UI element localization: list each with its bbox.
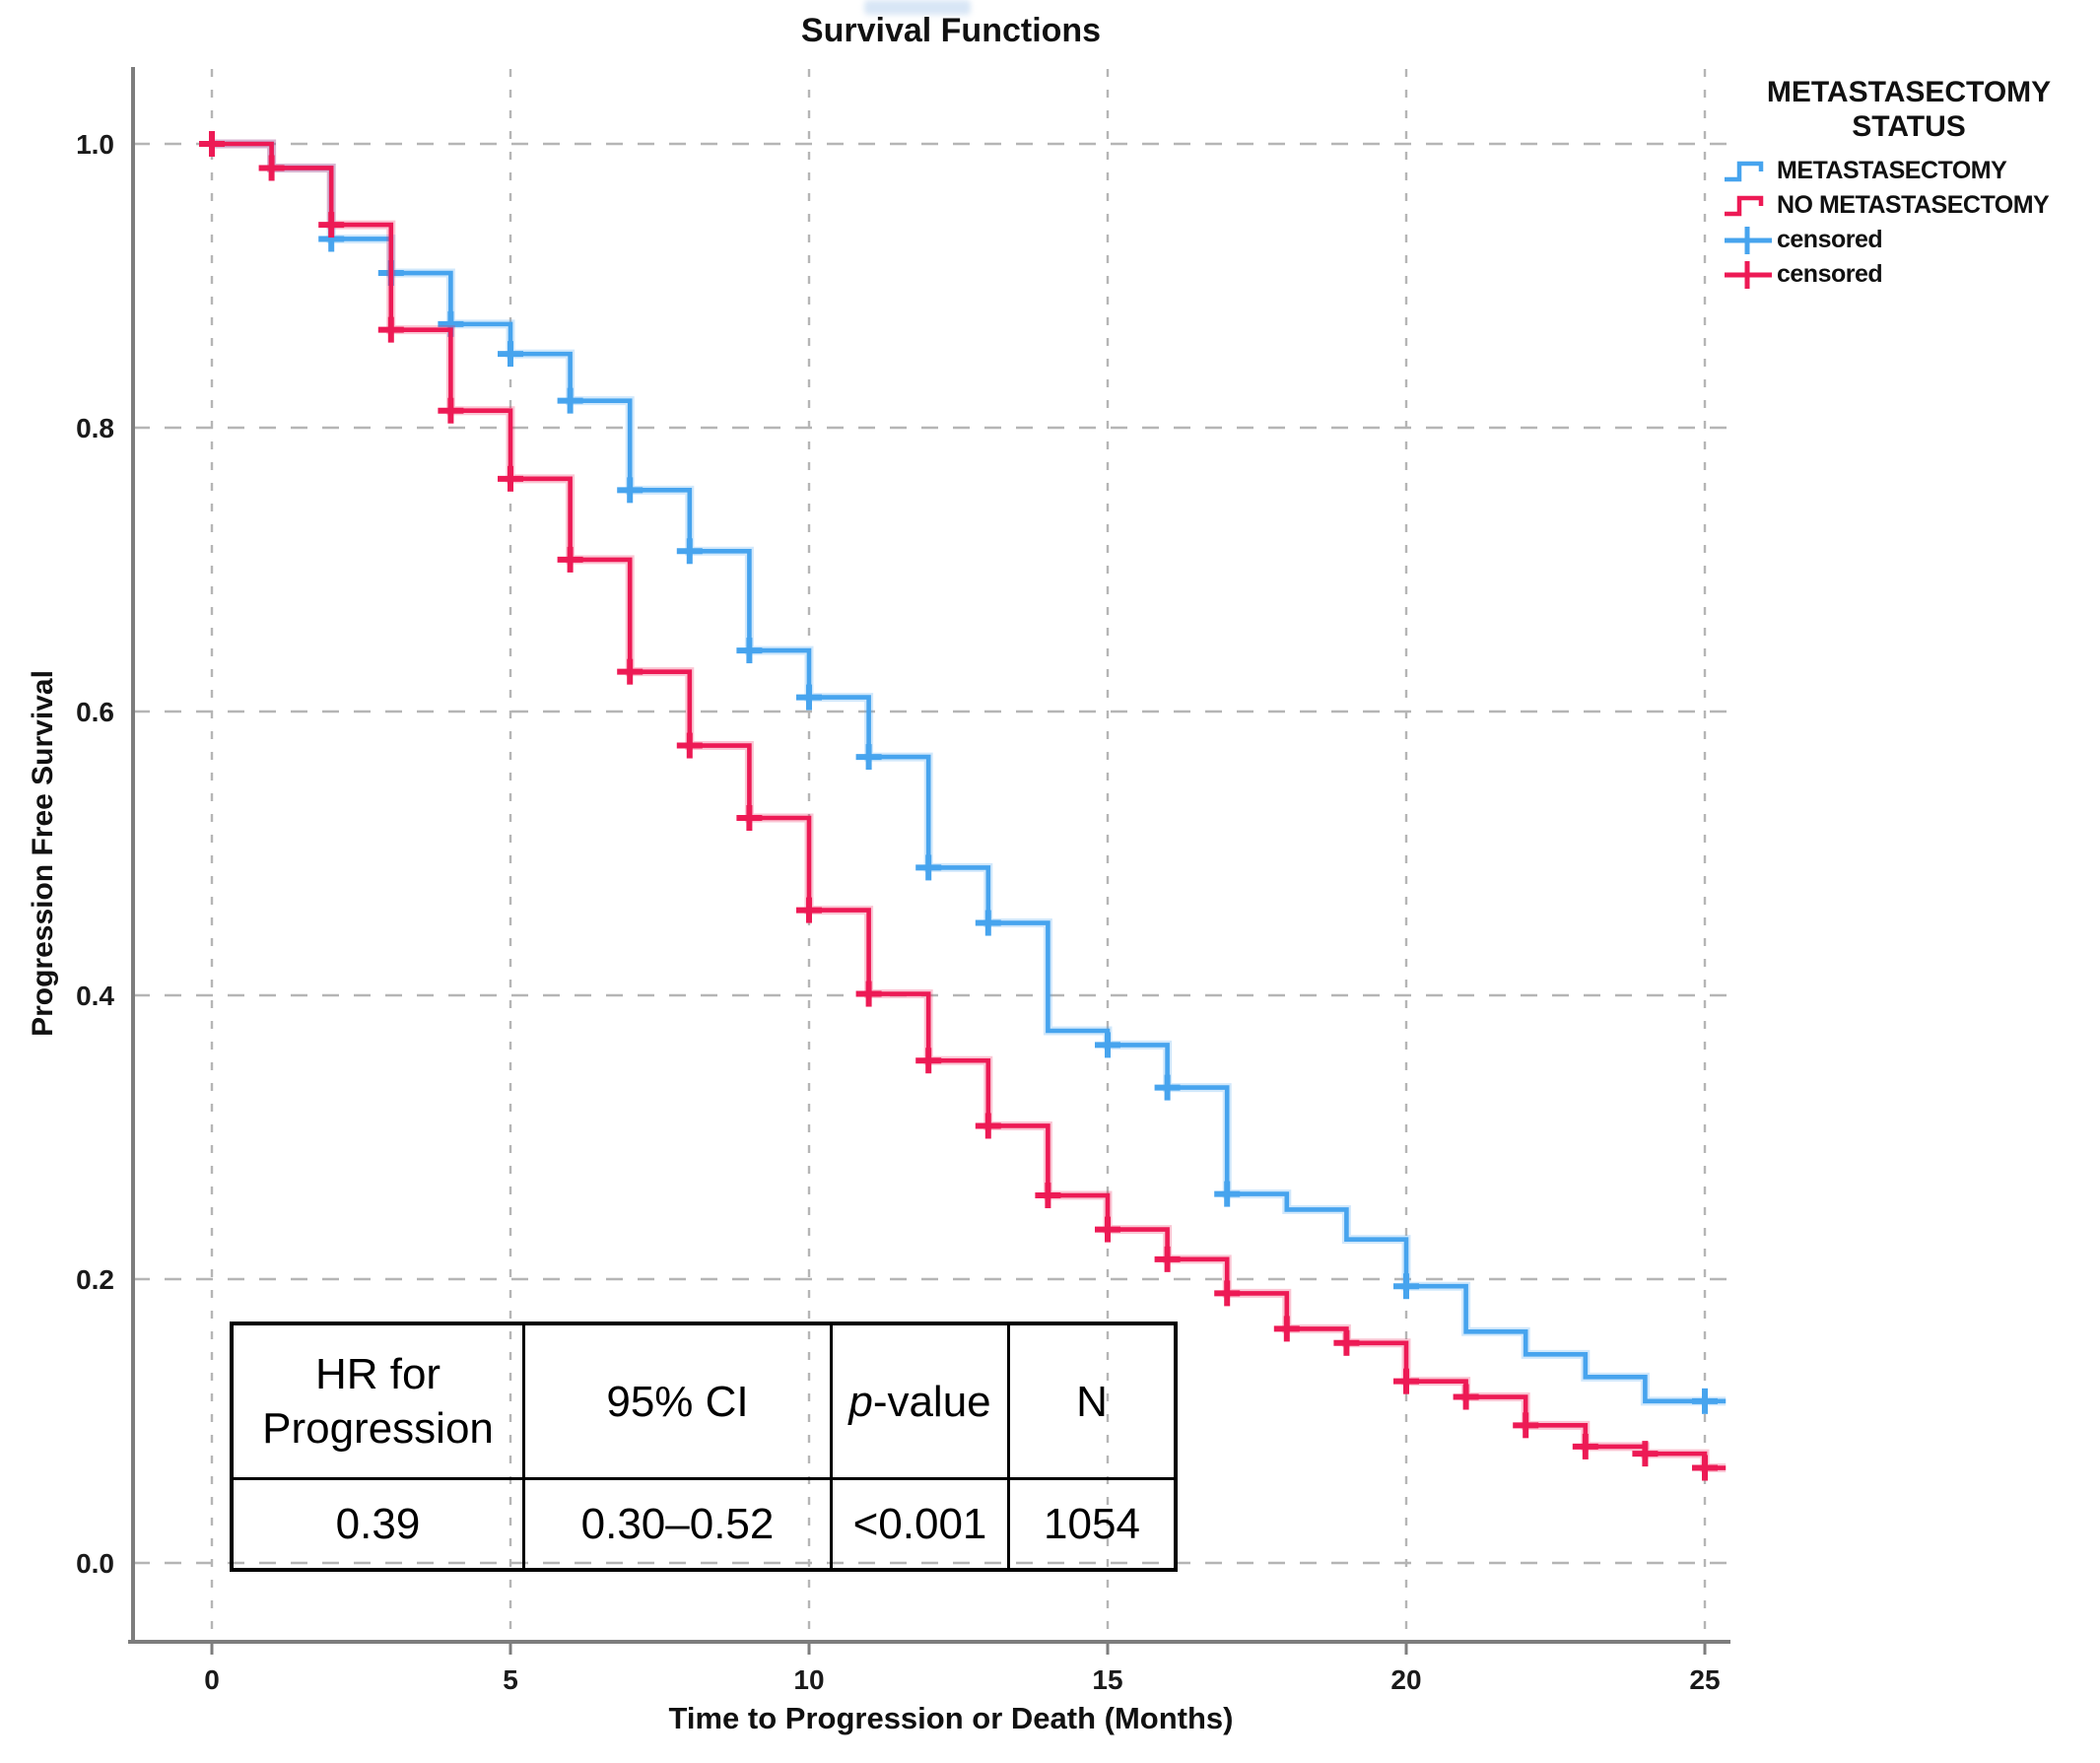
svg-text:0.2: 0.2 (76, 1264, 114, 1295)
svg-text:1.0: 1.0 (76, 129, 114, 160)
legend-item-label: NO METASTASECTOMY (1777, 191, 2050, 219)
svg-text:0.0: 0.0 (76, 1548, 114, 1579)
censored-marks (318, 226, 1718, 1414)
stats-table: HR for Progression 95% CI p-value N 0.39… (230, 1322, 1178, 1572)
legend-item-censored-blue: censored (1723, 223, 2095, 257)
table-value-hr: 0.39 (234, 1480, 525, 1568)
table-header-pvalue: p-value (833, 1325, 1010, 1480)
step-line-icon (1725, 195, 1764, 216)
y-axis-label: Progression Free Survival (27, 670, 59, 1037)
censored-plus-icon (1725, 226, 1772, 254)
svg-text:25: 25 (1689, 1664, 1720, 1695)
legend-item-censored-red: censored (1723, 257, 2095, 292)
legend-title-line2: STATUS (1852, 110, 1966, 143)
y-tick-labels: 0.0 0.2 0.4 0.6 0.8 1.0 (76, 129, 114, 1579)
table-value-n: 1054 (1044, 1500, 1140, 1548)
series-halo (212, 139, 1727, 1473)
axes (128, 67, 1730, 1644)
x-axis-label: Time to Progression or Death (Months) (668, 1701, 1234, 1735)
x-tick-labels: 0 5 10 15 20 25 (204, 1664, 1720, 1695)
table-value-ci: 0.30–0.52 (525, 1480, 833, 1568)
x-axis-ticks (210, 1642, 1707, 1655)
svg-text:20: 20 (1390, 1664, 1421, 1695)
svg-text:0.6: 0.6 (76, 697, 114, 727)
legend-item-no-metastasectomy: NO METASTASECTOMY (1723, 188, 2095, 223)
svg-text:5: 5 (503, 1664, 518, 1695)
svg-text:0: 0 (204, 1664, 220, 1695)
legend-title-line1: METASTASECTOMY (1766, 76, 2052, 108)
censored-plus-icon (1725, 260, 1772, 289)
legend: METASTASECTOMY STATUS METASTASECTOMY NO … (1723, 75, 2095, 292)
svg-text:0.8: 0.8 (76, 413, 114, 443)
series-line (212, 141, 1727, 1470)
table-header-n: N (1010, 1325, 1174, 1480)
svg-text:0.4: 0.4 (76, 981, 114, 1011)
chart-title: Survival Functions (800, 12, 1102, 49)
censored-marks (199, 131, 1718, 1481)
legend-item-label: censored (1777, 226, 1883, 253)
svg-text:15: 15 (1092, 1664, 1122, 1695)
step-line-icon (1725, 161, 1764, 181)
legend-item-metastasectomy: METASTASECTOMY (1723, 154, 2095, 188)
legend-item-label: METASTASECTOMY (1777, 157, 2007, 184)
svg-text:10: 10 (793, 1664, 824, 1695)
table-header-hr: HR for Progression (234, 1325, 525, 1480)
table-value-pvalue: <0.001 (833, 1480, 1010, 1568)
legend-item-label: censored (1777, 260, 1883, 288)
legend-title: METASTASECTOMY STATUS (1723, 75, 2095, 144)
cropped-artifact (864, 0, 971, 15)
table-header-ci: 95% CI (525, 1325, 833, 1480)
